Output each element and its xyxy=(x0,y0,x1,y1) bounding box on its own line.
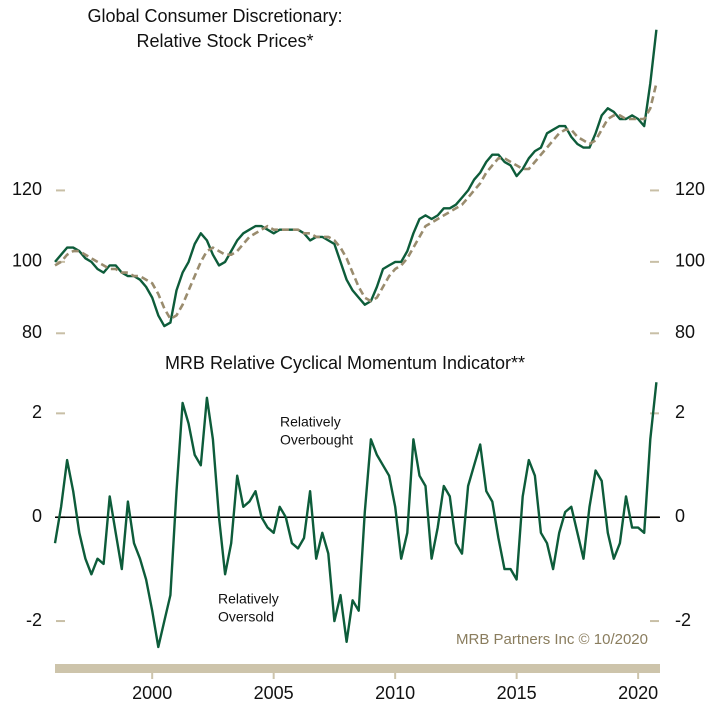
chart-title: Relative Stock Prices* xyxy=(136,31,313,51)
panel-title: MRB Relative Cyclical Momentum Indicator… xyxy=(165,353,525,373)
y-tick-label: 80 xyxy=(22,322,42,342)
x-tick-label: 2000 xyxy=(132,683,172,703)
annotation: Oversold xyxy=(218,609,274,625)
y-tick-label: 2 xyxy=(32,402,42,422)
y-tick-label: 100 xyxy=(12,251,42,271)
x-tick-label: 2015 xyxy=(497,683,537,703)
annotation: Relatively xyxy=(280,414,341,430)
credit: MRB Partners Inc © 10/2020 xyxy=(456,631,648,648)
y-tick-label: 120 xyxy=(675,179,705,199)
x-tick-label: 2005 xyxy=(254,683,294,703)
x-tick-label: 2020 xyxy=(618,683,658,703)
annotation: Relatively xyxy=(218,591,279,607)
annotation: Overbought xyxy=(280,432,353,448)
y-tick-label: -2 xyxy=(675,610,691,630)
y-tick-label: 80 xyxy=(675,322,695,342)
y-tick-label: 0 xyxy=(32,506,42,526)
data-line xyxy=(53,382,658,649)
y-tick-label: 2 xyxy=(675,402,685,422)
x-tick-label: 2010 xyxy=(375,683,415,703)
y-tick-label: 0 xyxy=(675,506,685,526)
y-tick-label: 120 xyxy=(12,179,42,199)
y-tick-label: 100 xyxy=(675,251,705,271)
chart-title: Global Consumer Discretionary: xyxy=(87,6,342,26)
data-line xyxy=(54,29,658,328)
y-tick-label: -2 xyxy=(26,610,42,630)
data-line xyxy=(54,82,658,321)
x-axis-band xyxy=(55,664,660,673)
